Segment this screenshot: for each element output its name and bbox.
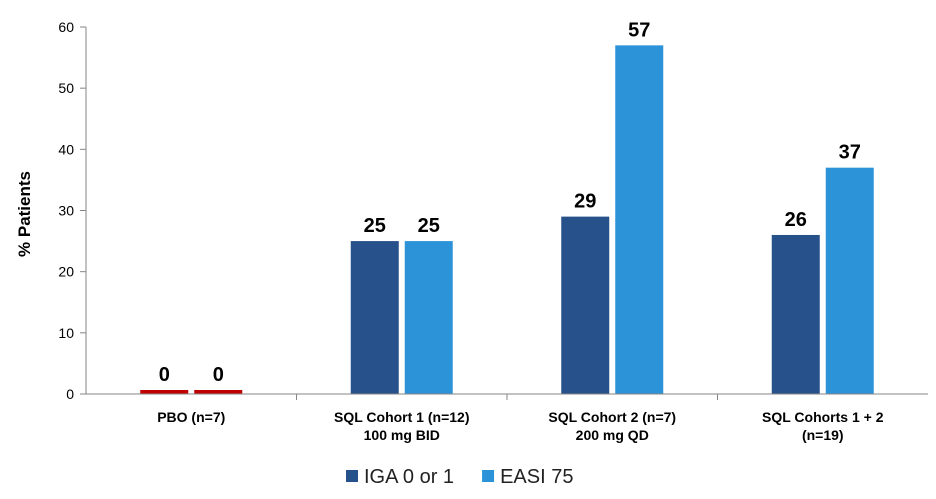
legend-label: EASI 75 (500, 466, 573, 488)
bar (350, 241, 399, 394)
legend-label: IGA 0 or 1 (364, 466, 454, 488)
bar (825, 167, 874, 394)
y-tick-label: 50 (58, 80, 74, 96)
y-axis: 0 10 20 30 40 50 60 (58, 19, 87, 402)
y-tick-label: 10 (58, 325, 74, 341)
legend-swatch (346, 470, 358, 482)
bar (194, 390, 243, 394)
legend-swatch (482, 470, 495, 482)
bars (140, 45, 874, 394)
y-tick-label: 0 (66, 386, 74, 402)
x-tick-label: SQL Cohort 1 (n=12) 100 mg BID (334, 409, 469, 443)
data-label: 57 (628, 19, 650, 41)
data-labels: 0 0 25 25 29 57 26 37 (159, 19, 861, 386)
y-tick-label: 60 (58, 19, 74, 35)
bar (561, 216, 610, 394)
data-label: 25 (418, 215, 440, 237)
x-tick-label: PBO (n=7) (157, 409, 225, 425)
data-label: 0 (159, 364, 170, 386)
data-label: 25 (364, 215, 386, 237)
data-label: 37 (839, 142, 861, 164)
y-tick-label: 20 (58, 264, 74, 280)
data-label: 0 (213, 364, 224, 386)
y-tick-label: 30 (58, 203, 74, 219)
bar (615, 45, 664, 394)
x-tick-label: SQL Cohorts 1 + 2 (n=19) (762, 409, 884, 443)
x-axis: PBO (n=7) SQL Cohort 1 (n=12) 100 mg BID SQ… (86, 393, 928, 443)
bar (140, 390, 189, 394)
data-label: 26 (785, 209, 807, 231)
legend: IGA 0 or 1 EASI 75 (346, 466, 573, 488)
bar (771, 234, 820, 394)
y-axis-label: % Patients (15, 171, 34, 257)
bar (404, 241, 453, 394)
y-tick-label: 40 (58, 141, 74, 157)
data-label: 29 (574, 191, 596, 213)
x-tick-label: SQL Cohort 2 (n=7) 200 mg QD (548, 409, 676, 443)
